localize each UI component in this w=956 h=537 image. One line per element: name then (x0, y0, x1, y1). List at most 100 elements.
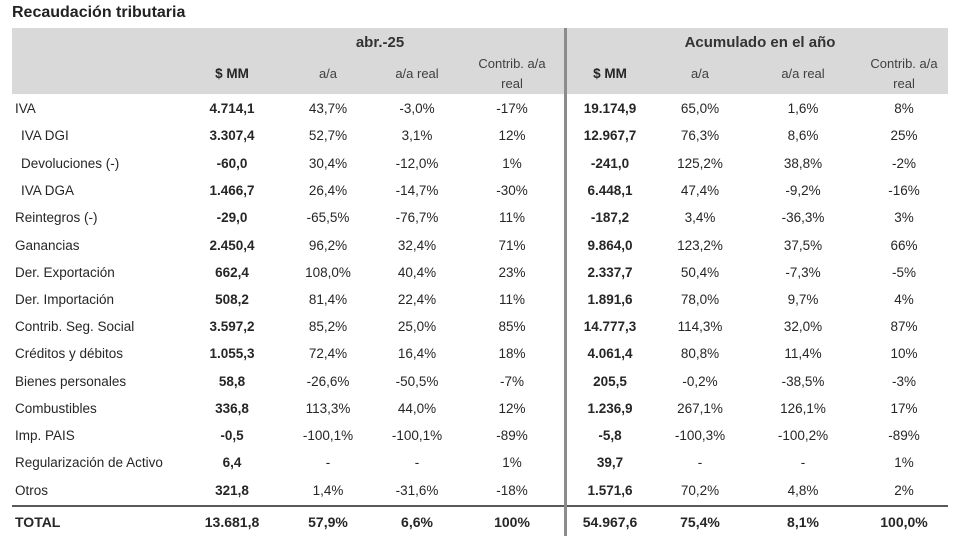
table-cell: 100,0% (880, 514, 928, 530)
group-header-ytd: Acumulado en el año (684, 34, 836, 51)
row-label: IVA DGI (21, 128, 69, 143)
row-label: Créditos y débitos (15, 346, 124, 361)
table-cell: 4,8% (787, 483, 819, 498)
table-cell: 126,1% (780, 401, 826, 416)
table-header (12, 28, 948, 94)
table-cell: 65,0% (680, 101, 720, 116)
table-cell: -89% (888, 428, 920, 443)
row-label: Ganancias (15, 238, 80, 253)
row-label: Regularización de Activo (15, 455, 163, 470)
table-cell: 662,4 (215, 265, 249, 280)
table-cell: 12% (498, 401, 526, 416)
table-row: IVA 4.714,1 43,7% -3,0% -17% 19.174,9 65,0% 1,6… (12, 95, 948, 122)
table-cell: -5% (891, 265, 916, 280)
table-cell: -100,2% (777, 428, 829, 443)
table-cell: - (325, 455, 331, 470)
table-cell: 40,4% (397, 265, 437, 280)
table-cell: -38,5% (781, 374, 825, 389)
table-row: Regularización de Activo 6,4 - - 1% 39,7 - - 1% (12, 449, 948, 476)
column-header: $ MM (593, 66, 627, 81)
table-title: Recaudación tributaria (12, 4, 186, 21)
table-cell: 6,4 (222, 455, 242, 470)
table-cell: 6.448,1 (587, 183, 633, 198)
row-label: Contrib. Seg. Social (15, 319, 135, 334)
table-cell: 1.466,7 (209, 183, 255, 198)
table-cell: 17% (890, 401, 918, 416)
table-cell: 85% (498, 319, 526, 334)
table-cell: -26,6% (306, 374, 350, 389)
table-row: Combustibles 336,8 113,3% 44,0% 12% 1.236,9 26… (12, 395, 948, 422)
row-label: Combustibles (15, 401, 97, 416)
table-cell: 1.571,6 (587, 483, 633, 498)
table-cell: -100,1% (391, 428, 443, 443)
table-cell: 52,7% (308, 128, 348, 143)
table-cell: 85,2% (308, 319, 348, 334)
table-cell: 1% (894, 455, 914, 470)
table-cell: 2.337,7 (587, 265, 633, 280)
table-cell: 2% (894, 483, 914, 498)
table-cell: 13.681,8 (204, 514, 260, 530)
total-row: TOTAL 13.681,8 57,9% 6,6% 100% 54.967,6 75,4% 8… (12, 507, 948, 534)
table-cell: 4.061,4 (587, 346, 633, 361)
table-cell: 125,2% (677, 156, 723, 171)
row-label: IVA (15, 101, 36, 116)
table-cell: -9,2% (785, 183, 821, 198)
table-cell: 205,5 (593, 374, 627, 389)
table-cell: 32,0% (783, 319, 823, 334)
table-cell: -187,2 (590, 210, 630, 225)
table-cell: 1% (502, 455, 522, 470)
table-cell: 267,1% (677, 401, 723, 416)
table-cell: 9.864,0 (587, 238, 633, 253)
table-row: Otros 321,8 1,4% -31,6% -18% 1.571,6 70,2% 4,8%… (12, 477, 948, 504)
table-cell: 8% (894, 101, 914, 116)
table-cell: 57,9% (308, 514, 348, 530)
row-label: Otros (15, 483, 49, 498)
table-row: Reintegros (-) -29,0 -65,5% -76,7% 11% -187,2… (12, 204, 948, 231)
table-cell: 87% (890, 319, 918, 334)
column-header: Contrib. a/a real (478, 56, 546, 91)
table-cell: 3,1% (401, 128, 433, 143)
table-cell: 96,2% (308, 238, 348, 253)
column-header: a/a (318, 66, 338, 81)
table-cell: -3% (891, 374, 916, 389)
table-cell: 37,5% (783, 238, 823, 253)
table-cell: -7,3% (785, 265, 821, 280)
table-cell: 108,0% (305, 265, 351, 280)
table-cell: 12% (498, 128, 526, 143)
row-label: Reintegros (-) (15, 210, 98, 225)
table-row: Imp. PAIS -0,5 -100,1% -100,1% -89% -5,8 -100,… (12, 422, 948, 449)
table-cell: 1,6% (787, 101, 819, 116)
table-cell: 1.891,6 (587, 292, 633, 307)
table-cell: -14,7% (395, 183, 439, 198)
table-cell: 50,4% (680, 265, 720, 280)
row-label: TOTAL (15, 514, 61, 530)
table-cell: 1.236,9 (587, 401, 633, 416)
table-cell: -16% (888, 183, 920, 198)
table-cell: 25,0% (397, 319, 437, 334)
table-cell: 76,3% (680, 128, 720, 143)
row-label: Der. Exportación (15, 265, 115, 280)
table-row: Créditos y débitos 1.055,3 72,4% 16,4% 18% 4.… (12, 340, 948, 367)
table-cell: -241,0 (590, 156, 630, 171)
column-header: a/a real (395, 66, 439, 81)
table-cell: 43,7% (308, 101, 348, 116)
table-cell: -7% (499, 374, 524, 389)
table-cell: 113,3% (305, 401, 351, 416)
table-cell: 71% (498, 238, 526, 253)
table-cell: 75,4% (680, 514, 720, 530)
column-header: a/a (690, 66, 710, 81)
table-cell: -30% (496, 183, 528, 198)
table-cell: 81,4% (308, 292, 348, 307)
table-cell: 3.307,4 (209, 128, 255, 143)
table-cell: - (697, 455, 703, 470)
table-cell: 19.174,9 (583, 101, 637, 116)
table-cell: 54.967,6 (582, 514, 638, 530)
table-cell: 47,4% (680, 183, 720, 198)
table-cell: 508,2 (215, 292, 249, 307)
table-cell: -31,6% (395, 483, 439, 498)
table-cell: 8,1% (787, 514, 819, 530)
table-row: IVA DGI 3.307,4 52,7% 3,1% 12% 12.967,7 76,3% 8… (12, 122, 948, 149)
table-cell: -100,3% (674, 428, 726, 443)
table-cell: -0,2% (682, 374, 718, 389)
column-header: Contrib. a/a real (870, 56, 938, 91)
